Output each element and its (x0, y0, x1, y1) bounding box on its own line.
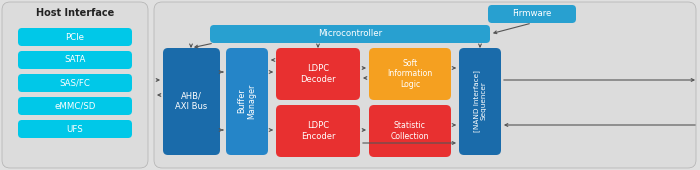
Text: LDPC
Decoder: LDPC Decoder (300, 64, 336, 84)
Text: eMMC/SD: eMMC/SD (55, 101, 96, 110)
Text: Host Interface: Host Interface (36, 8, 114, 18)
Text: SATA: SATA (64, 55, 85, 64)
FancyBboxPatch shape (154, 2, 696, 168)
Text: Buffer
Manager: Buffer Manager (237, 83, 257, 119)
FancyBboxPatch shape (226, 48, 268, 155)
FancyBboxPatch shape (18, 97, 132, 115)
Text: Firmware: Firmware (512, 10, 552, 19)
FancyBboxPatch shape (276, 48, 360, 100)
FancyBboxPatch shape (276, 105, 360, 157)
FancyBboxPatch shape (369, 48, 451, 100)
Text: PCIe: PCIe (66, 32, 85, 41)
FancyBboxPatch shape (163, 48, 220, 155)
Text: Statistic
Collection: Statistic Collection (391, 121, 429, 141)
FancyBboxPatch shape (459, 48, 501, 155)
Text: AHB/
AXI Bus: AHB/ AXI Bus (175, 91, 207, 111)
Text: LDPC
Encoder: LDPC Encoder (301, 121, 335, 141)
Text: UFS: UFS (66, 124, 83, 133)
FancyBboxPatch shape (2, 2, 148, 168)
Text: SAS/FC: SAS/FC (60, 79, 90, 88)
Text: [NAND Interface]
Sequencer: [NAND Interface] Sequencer (473, 70, 487, 132)
FancyBboxPatch shape (18, 51, 132, 69)
FancyBboxPatch shape (488, 5, 576, 23)
FancyBboxPatch shape (18, 74, 132, 92)
FancyBboxPatch shape (18, 28, 132, 46)
Text: Soft
Information
Logic: Soft Information Logic (387, 59, 433, 89)
FancyBboxPatch shape (18, 120, 132, 138)
FancyBboxPatch shape (210, 25, 490, 43)
FancyBboxPatch shape (369, 105, 451, 157)
Text: Microcontroller: Microcontroller (318, 30, 382, 38)
